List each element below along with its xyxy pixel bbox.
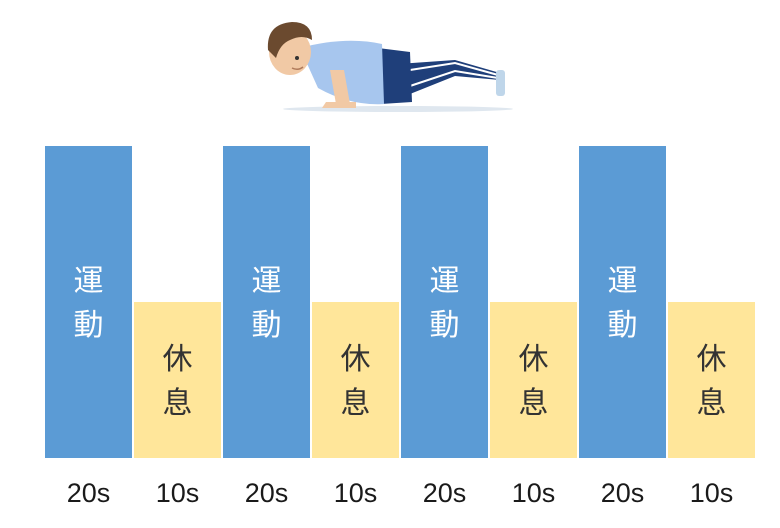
bar-label: 休息 [519,342,549,421]
bar-rest [668,302,755,458]
bar-work [401,146,488,458]
x-tick-label: 10s [512,478,556,508]
bar-label: 運動 [252,264,282,343]
bar-label: 運動 [74,264,104,343]
x-tick-label: 10s [334,478,378,508]
bar-label: 運動 [608,264,638,343]
bar-label: 休息 [163,342,193,421]
bar-label: 休息 [697,342,727,421]
x-tick-label: 20s [601,478,645,508]
x-tick-label: 10s [690,478,734,508]
x-tick-label: 20s [423,478,467,508]
bar-work [45,146,132,458]
x-tick-label: 20s [67,478,111,508]
bar-work [579,146,666,458]
bar-label: 運動 [430,264,460,343]
x-tick-label: 20s [245,478,289,508]
bar-label: 休息 [341,342,371,421]
x-tick-label: 10s [156,478,200,508]
push-up-figure-icon [267,22,513,112]
bar-rest [312,302,399,458]
bar-rest [134,302,221,458]
bar-rest [490,302,577,458]
bar-work [223,146,310,458]
